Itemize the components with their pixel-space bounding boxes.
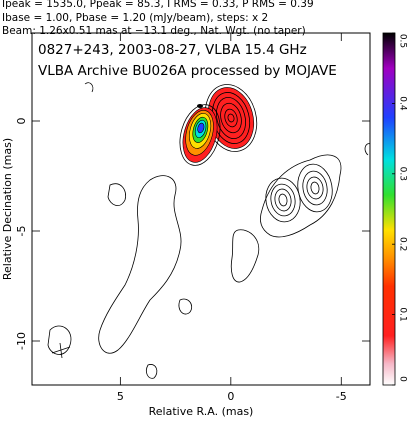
x-tick-label: 0 [227, 390, 234, 403]
colorbar-tick-label: 0.5 [398, 34, 408, 48]
colorbar-tick-label: 0 [398, 376, 408, 382]
plot-frame [31, 32, 371, 386]
x-tick-label: 5 [117, 390, 124, 403]
y-tick-label: -10 [15, 332, 28, 350]
colorbar-tick-label: 0.2 [398, 237, 408, 251]
colorbar-tick-label: 0.4 [398, 96, 408, 111]
map [47, 82, 370, 379]
x-axis-label: Relative R.A. (mas) [149, 405, 254, 418]
y-tick-label: 0 [15, 118, 28, 125]
map-title: VLBA Archive BU026A processed by MOJAVE [38, 63, 337, 79]
map-title: 0827+243, 2003-08-27, VLBA 15.4 GHz [38, 42, 307, 58]
y-tick-label: -5 [15, 226, 28, 237]
header-line: Beam: 1.26x0.51 mas at −13.1 deg., Nat. … [2, 25, 306, 37]
x-tick-label: -5 [336, 390, 347, 403]
component [179, 104, 221, 166]
header-line: Ibase = 1.00, Pbase = 1.20 (mJy/beam), s… [2, 12, 268, 24]
colorbar-tick-label: 0.3 [398, 167, 408, 181]
colorbar [382, 32, 396, 386]
colorbar-tick-label: 0.1 [398, 307, 408, 321]
header-line: Ipeak = 1535.0, Ppeak = 85.3, I RMS = 0.… [2, 0, 314, 10]
y-axis-label: Relative Decination (mas) [1, 138, 14, 280]
